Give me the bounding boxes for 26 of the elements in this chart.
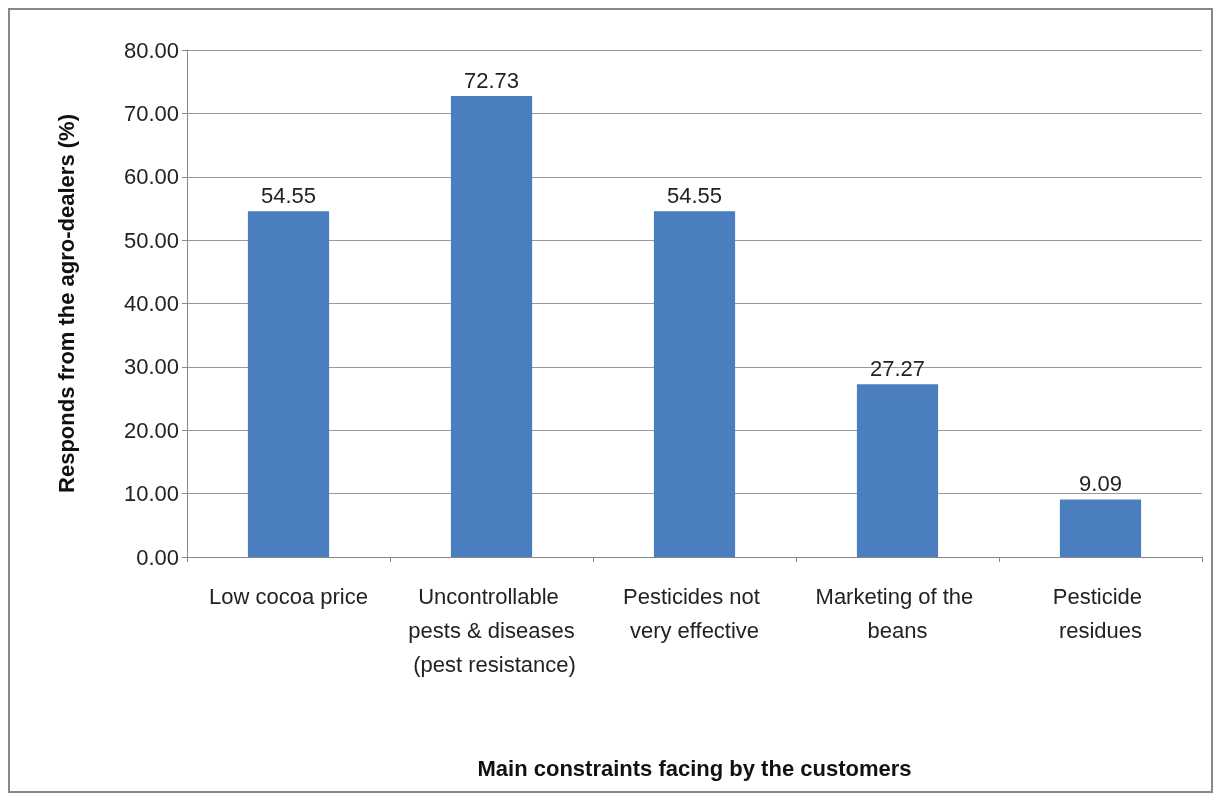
x-tick-label: Uncontrollable pests & diseases (pest resistance)	[407, 583, 576, 677]
y-tick-label: 70.00	[123, 100, 179, 126]
bar	[653, 211, 736, 557]
x-tick-label: Pesticide residues	[1052, 583, 1149, 643]
data-label: 27.27	[869, 355, 926, 381]
data-label: 54.55	[260, 182, 317, 208]
bar	[450, 96, 533, 557]
data-label: 72.73	[463, 67, 520, 93]
x-tick-label: Pesticides not very effective	[622, 583, 767, 643]
bar	[1059, 499, 1142, 557]
y-tick-label: 60.00	[123, 164, 179, 190]
x-tick-label: Low cocoa price	[209, 583, 368, 609]
y-tick-label: 50.00	[123, 227, 179, 253]
bar	[247, 211, 330, 557]
data-label: 9.09	[1079, 470, 1122, 496]
bar	[856, 384, 939, 557]
y-tick-label: 80.00	[123, 37, 179, 63]
y-tick-label: 10.00	[123, 481, 179, 507]
data-label: 54.55	[666, 182, 723, 208]
y-axis-title: Responds from the agro-dealers (%)	[53, 114, 79, 493]
y-tick-label: 40.00	[123, 291, 179, 316]
x-axis-title: Main constraints facing by the customers	[477, 755, 912, 781]
x-tick-label: Marketing of the beans	[815, 583, 980, 643]
y-tick-label: 0.00	[136, 544, 179, 570]
y-tick-label: 20.00	[123, 417, 179, 443]
y-tick-label: 30.00	[123, 354, 179, 380]
